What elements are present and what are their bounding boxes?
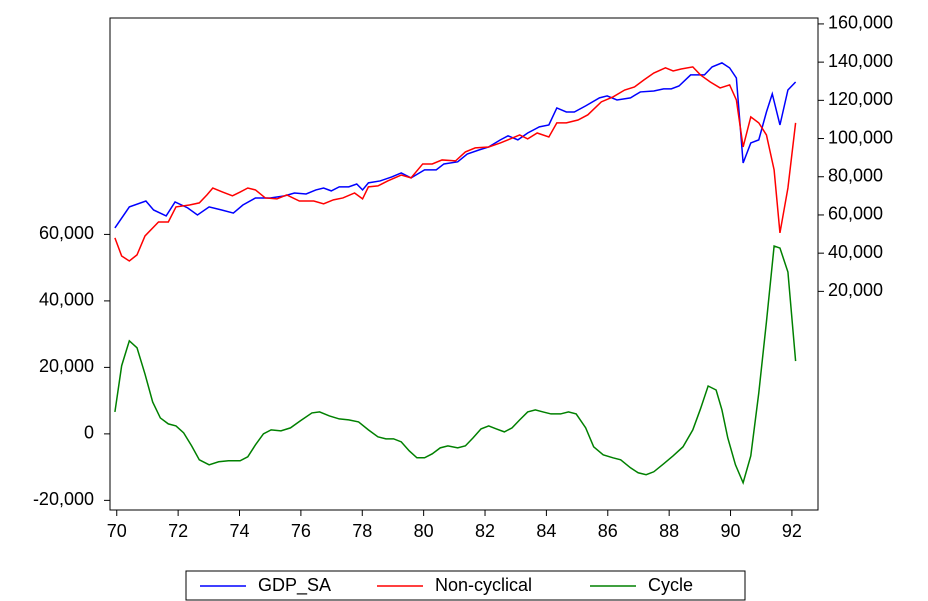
x-tick-label: 90 bbox=[721, 521, 741, 541]
x-tick-label: 92 bbox=[782, 521, 802, 541]
y2-tick-label: 160,000 bbox=[828, 13, 893, 33]
x-tick-label: 86 bbox=[598, 521, 618, 541]
y2-tick-label: 40,000 bbox=[828, 242, 883, 262]
y-tick-label: 60,000 bbox=[39, 223, 94, 243]
series-line bbox=[114, 245, 797, 485]
plot-frame bbox=[109, 17, 819, 511]
y2-tick-label: 80,000 bbox=[828, 165, 883, 185]
series-line bbox=[114, 66, 797, 262]
y-tick-label: 40,000 bbox=[39, 290, 94, 310]
y-tick-label: 0 bbox=[84, 423, 94, 443]
x-tick-label: 78 bbox=[352, 521, 372, 541]
x-tick-label: 70 bbox=[107, 521, 127, 541]
y2-tick-label: 100,000 bbox=[828, 127, 893, 147]
y2-tick-label: 60,000 bbox=[828, 204, 883, 224]
y-tick-label: -20,000 bbox=[33, 489, 94, 509]
x-tick-label: 74 bbox=[229, 521, 249, 541]
x-tick-label: 82 bbox=[475, 521, 495, 541]
y-tick-label: 20,000 bbox=[39, 356, 94, 376]
y2-tick-label: 120,000 bbox=[828, 89, 893, 109]
y2-tick-label: 140,000 bbox=[828, 51, 893, 71]
legend-label: GDP_SA bbox=[258, 575, 331, 596]
x-tick-label: 72 bbox=[168, 521, 188, 541]
legend-box bbox=[185, 570, 746, 601]
x-tick-label: 80 bbox=[414, 521, 434, 541]
x-tick-label: 88 bbox=[659, 521, 679, 541]
x-tick-label: 84 bbox=[536, 521, 556, 541]
x-tick-label: 76 bbox=[291, 521, 311, 541]
legend-label: Cycle bbox=[648, 575, 693, 595]
legend-label: Non-cyclical bbox=[435, 575, 532, 595]
y2-tick-label: 20,000 bbox=[828, 280, 883, 300]
series-line bbox=[114, 62, 797, 229]
